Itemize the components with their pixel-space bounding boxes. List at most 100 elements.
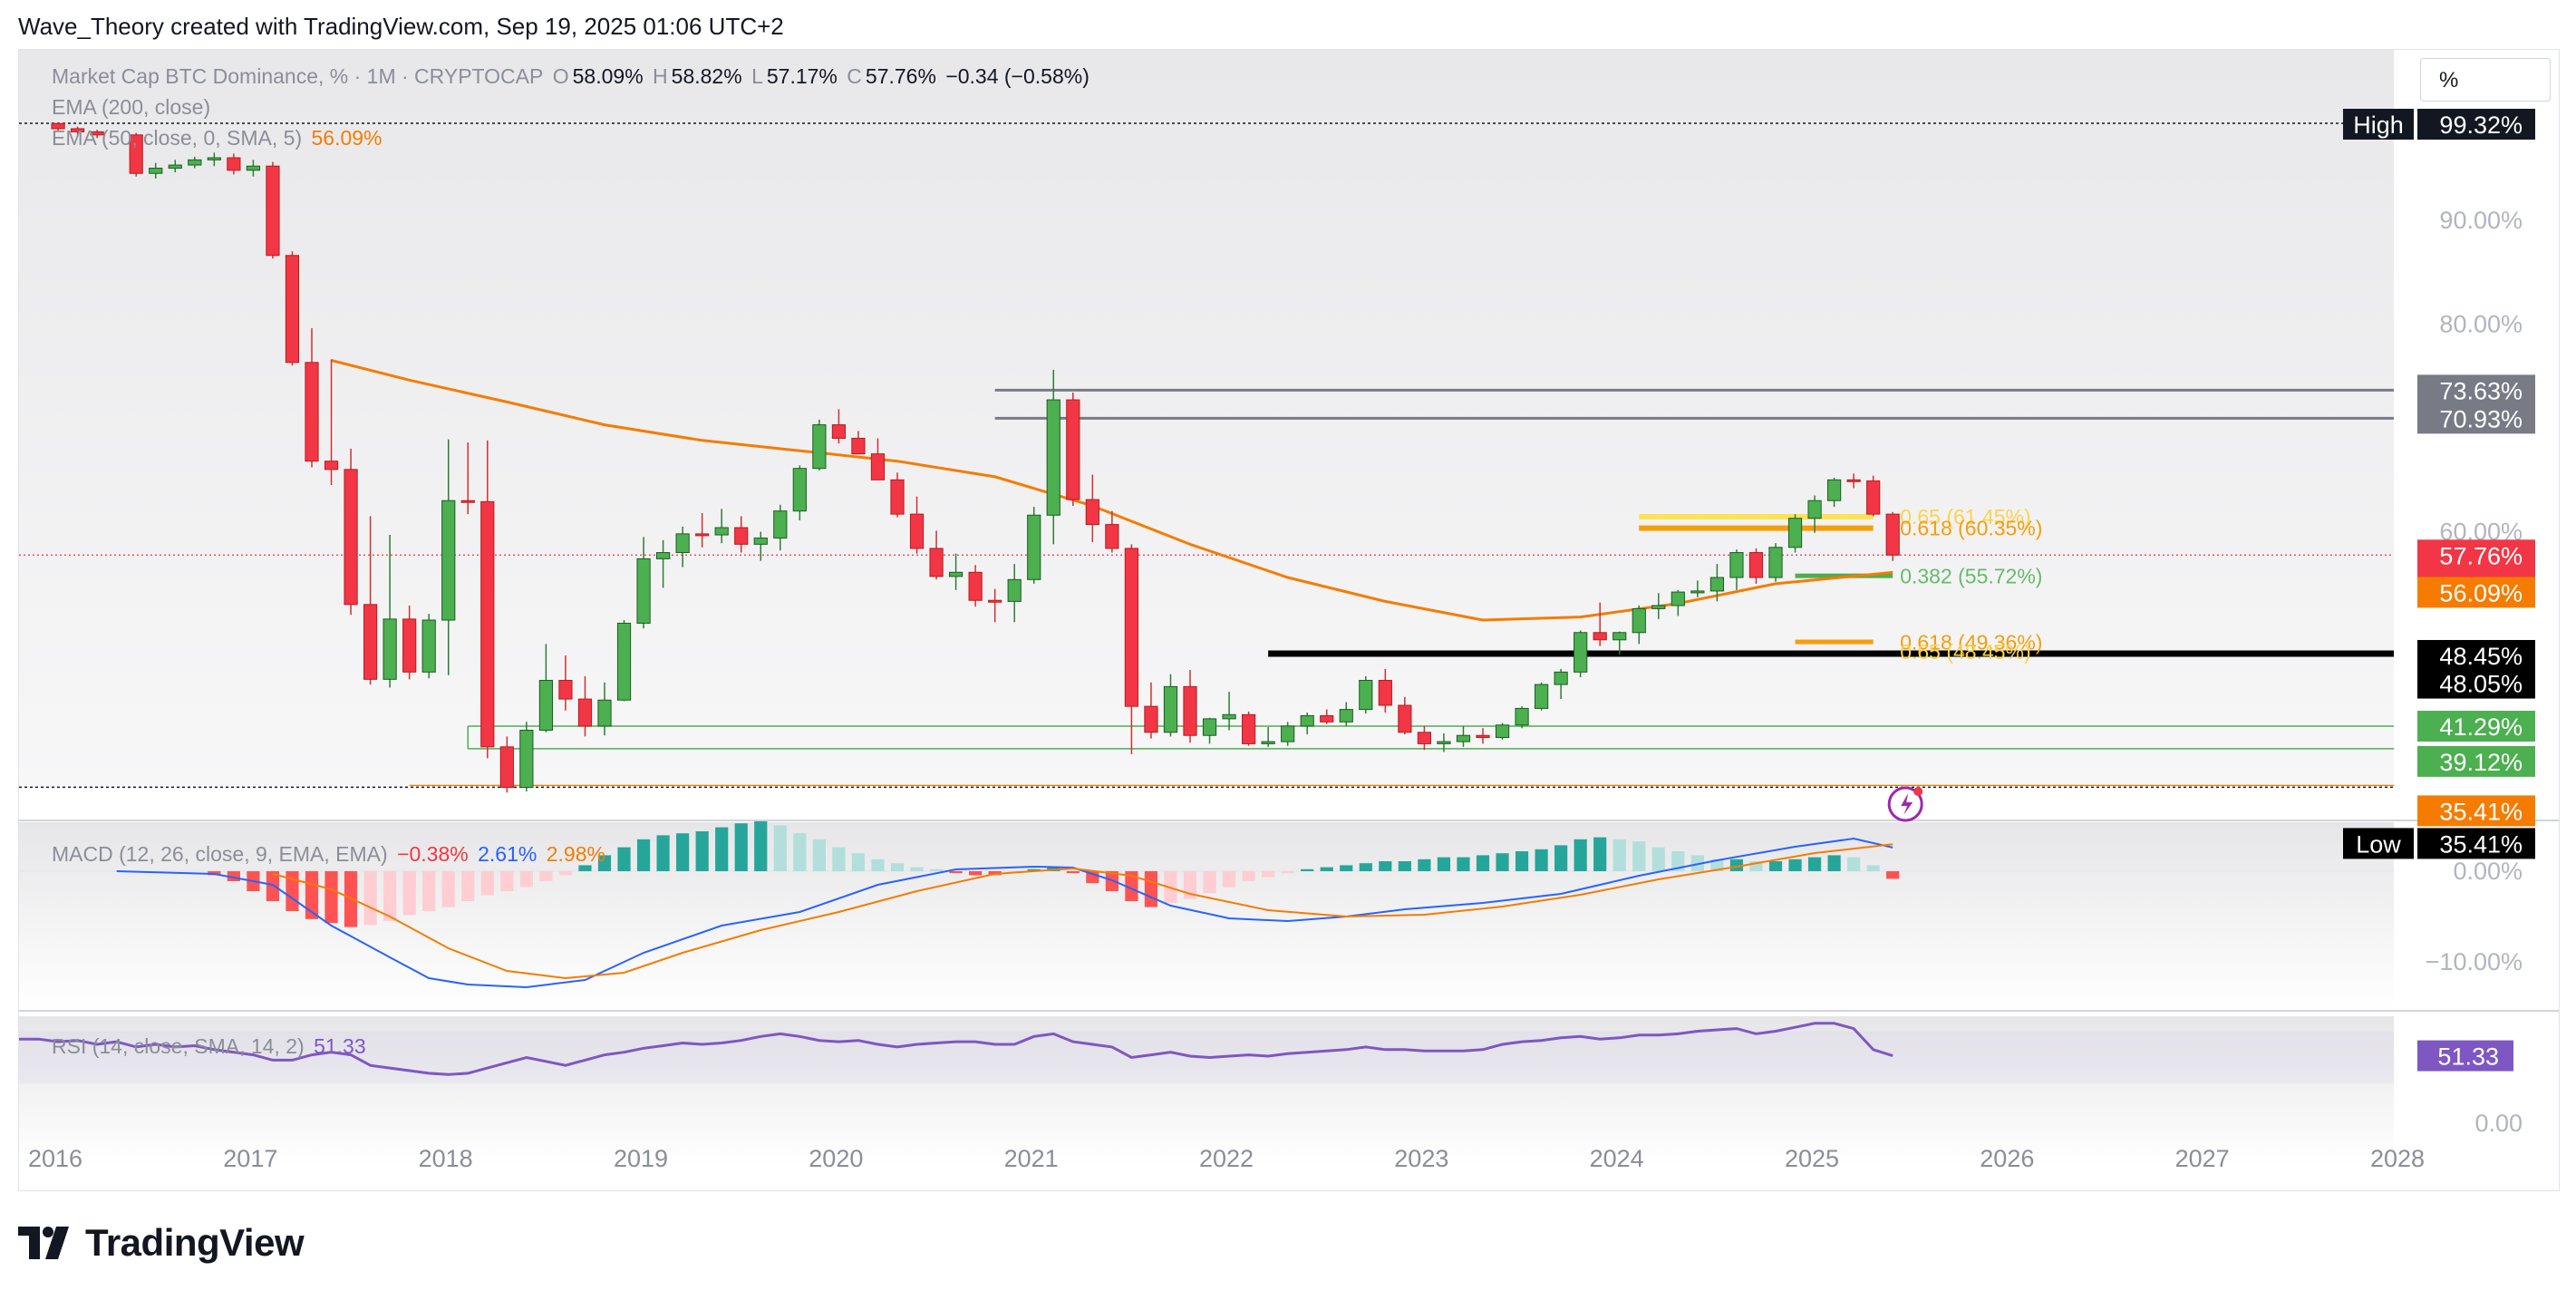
candle: [812, 424, 827, 470]
symbol-title[interactable]: Market Cap BTC Dominance, % · 1M · CRYPT…: [52, 64, 544, 88]
macd-histogram-bar: [656, 835, 670, 871]
macd-histogram-bar: [1301, 868, 1314, 871]
candle: [577, 698, 593, 727]
price-tag-label: 73.63%: [2439, 377, 2523, 404]
macd-axis-tick: −10.00%: [2426, 948, 2523, 975]
candle: [1300, 714, 1314, 727]
macd-histogram-bar: [422, 871, 436, 911]
high-value: 58.82%: [671, 64, 742, 88]
candle: [831, 424, 847, 439]
rsi-legend[interactable]: RSI (14, close, SMA, 14, 2) 51.33: [52, 1034, 370, 1059]
candle: [1339, 709, 1353, 723]
macd-histogram-bar: [1203, 871, 1216, 894]
unit-toggle-button[interactable]: %: [2420, 58, 2551, 102]
macd-histogram-bar: [1457, 857, 1470, 871]
price-tag: 56.09%: [2417, 577, 2535, 608]
candle: [929, 548, 944, 577]
candle: [890, 479, 905, 515]
candle: [1241, 713, 1256, 744]
price-axis-tick: 80.00%: [2439, 310, 2523, 337]
macd-histogram-bar: [734, 823, 748, 871]
time-axis-label: 2027: [2175, 1145, 2230, 1172]
price-tag: 35.41% Low: [2343, 828, 2535, 859]
candle: [499, 746, 514, 789]
candle: [1398, 704, 1412, 733]
rsi-label: RSI (14, close, SMA, 14, 2): [52, 1034, 305, 1058]
price-tag: 70.93%: [2417, 403, 2535, 434]
candle: [1085, 499, 1099, 526]
macd-histogram-bar: [441, 871, 455, 907]
candle: [948, 571, 964, 577]
time-axis-label: 2028: [2370, 1145, 2425, 1172]
candle: [305, 362, 319, 462]
rsi-axis-tick: 0.00: [2474, 1110, 2523, 1137]
candle: [636, 558, 651, 624]
open-label: O: [552, 64, 569, 88]
time-axis-label: 2024: [1590, 1145, 1644, 1172]
macd-histogram-bar: [851, 853, 866, 871]
price-tag-label: 39.12%: [2439, 749, 2523, 776]
candle: [1651, 605, 1666, 609]
macd-histogram-bar: [1632, 841, 1646, 871]
candle: [597, 699, 612, 727]
candle: [1202, 718, 1217, 736]
event-marker-icon: [1887, 786, 1923, 822]
macd-histogram-bar: [363, 871, 377, 926]
ema200-label: EMA (200, close): [52, 95, 211, 119]
macd-histogram-bar: [1554, 845, 1568, 871]
time-axis-label: 2025: [1785, 1145, 1839, 1172]
candle: [1632, 607, 1646, 634]
ema200-legend[interactable]: EMA (200, close): [52, 95, 214, 120]
macd-histogram-bar: [1847, 857, 1861, 871]
fib-label: 0.618 (60.35%): [1900, 517, 2042, 540]
candle: [616, 622, 632, 701]
tradingview-logo[interactable]: TradingView: [18, 1221, 305, 1265]
price-tag: 48.05%: [2417, 667, 2535, 699]
candle: [1320, 714, 1334, 723]
candle: [655, 552, 671, 559]
candle: [227, 157, 241, 171]
price-tag-background: [2417, 745, 2535, 777]
candle: [1612, 632, 1627, 641]
macd-histogram-bar: [1144, 871, 1158, 907]
macd-histogram-bar: [617, 847, 631, 871]
candle: [1729, 552, 1744, 578]
candle: [988, 599, 1002, 603]
time-axis-label: 2019: [614, 1145, 668, 1172]
macd-histogram-bar: [1320, 867, 1333, 871]
macd-histogram-bar: [832, 847, 846, 871]
fib-label: 0.65 (61.45%): [1900, 505, 2030, 529]
candle: [285, 255, 300, 364]
price-tag-name-background: [2343, 828, 2414, 859]
macd-histogram-bar: [793, 833, 807, 871]
macd-histogram-bar: [676, 833, 690, 871]
price-tag-name-background: [2343, 109, 2414, 140]
close-value: 57.76%: [865, 64, 936, 88]
candle: [773, 510, 788, 538]
candle: [266, 165, 280, 257]
macd-histogram-bar: [1788, 859, 1802, 871]
open-value: 58.09%: [572, 64, 644, 88]
macd-histogram-bar: [715, 827, 729, 871]
macd-histogram-bar: [1768, 861, 1783, 871]
macd-histogram-bar: [1690, 855, 1704, 871]
brand-name: TradingView: [85, 1221, 305, 1264]
macd-histogram-bar: [1262, 871, 1275, 878]
candle: [519, 729, 534, 789]
ema50-legend[interactable]: EMA (50, close, 0, SMA, 5) 56.09%: [52, 126, 386, 150]
candle: [1027, 514, 1041, 580]
macd-histogram-bar: [1612, 839, 1626, 871]
chart-credit: Wave_Theory created with TradingView.com…: [18, 13, 784, 40]
price-tag-background: [2417, 403, 2535, 434]
candle: [51, 122, 65, 130]
candle: [1690, 590, 1705, 594]
macd-legend[interactable]: MACD (12, 26, close, 9, EMA, EMA) −0.38%…: [52, 842, 609, 867]
candle: [168, 164, 182, 170]
change-value: −0.34 (−0.58%): [945, 64, 1089, 88]
macd-histogram-bar: [402, 871, 416, 916]
macd-histogram-bar: [1281, 871, 1294, 874]
candle: [1807, 500, 1822, 519]
macd-histogram-bar: [383, 871, 397, 921]
price-tag-background: [2417, 109, 2535, 140]
